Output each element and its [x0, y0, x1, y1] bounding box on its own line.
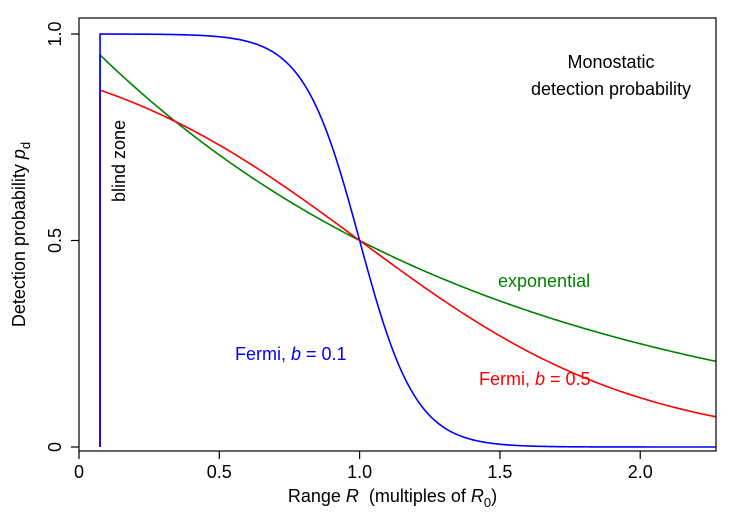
x-tick-label: 2.0: [628, 462, 653, 482]
y-tick-label: 1.0: [45, 21, 65, 46]
fermi-b01-series-label: Fermi, b = 0.1: [235, 344, 347, 364]
x-tick-label: 1.5: [487, 462, 512, 482]
x-axis-label: Range R (multiples of R0): [288, 486, 497, 510]
x-axis-label-prefix: Range: [288, 486, 346, 506]
y-tick-label: 0.5: [45, 228, 65, 253]
y-axis-label-var: p: [9, 149, 29, 160]
x-axis-label-r0: R: [471, 486, 484, 506]
ticks-layer: 0 0.5 1.0 1.5 2.0 0 0.5 1.0: [45, 21, 653, 482]
fermi-b05-prefix: Fermi,: [479, 369, 535, 389]
plot-frame: [78, 17, 717, 452]
series-line-fermi-b-0-5: [99, 88, 717, 447]
x-tick-label: 1.0: [347, 462, 372, 482]
monostatic-label-line2: detection probability: [531, 79, 691, 99]
fermi-b05-var: b: [535, 369, 545, 389]
fermi-b05-suffix: = 0.5: [545, 369, 591, 389]
fermi-b05-series-label: Fermi, b = 0.5: [479, 369, 591, 389]
exponential-series-label: exponential: [498, 271, 590, 291]
x-axis-label-var: R: [346, 486, 359, 506]
series-layer: [99, 33, 717, 448]
x-axis-label-middle: (multiples of: [359, 486, 471, 506]
y-axis-label-sub: d: [18, 142, 33, 149]
x-tick-label: 0.5: [207, 462, 232, 482]
y-axis-label-prefix: Detection probability: [9, 159, 29, 327]
monostatic-label-line1: Monostatic: [567, 52, 654, 72]
x-tick-label: 0: [74, 462, 84, 482]
fermi-b01-prefix: Fermi,: [235, 344, 291, 364]
fermi-b01-var: b: [291, 344, 301, 364]
series-line-fermi-b-0-1: [99, 33, 716, 448]
x-axis-label-r0-sub: 0: [484, 495, 491, 510]
blind-zone-label: blind zone: [109, 120, 129, 202]
series-line-exponential: [99, 53, 717, 447]
y-axis-label: Detection probability pd: [9, 142, 33, 327]
y-tick-label: 0: [45, 442, 65, 452]
x-axis-label-suffix: ): [491, 486, 497, 506]
fermi-b01-suffix: = 0.1: [301, 344, 347, 364]
